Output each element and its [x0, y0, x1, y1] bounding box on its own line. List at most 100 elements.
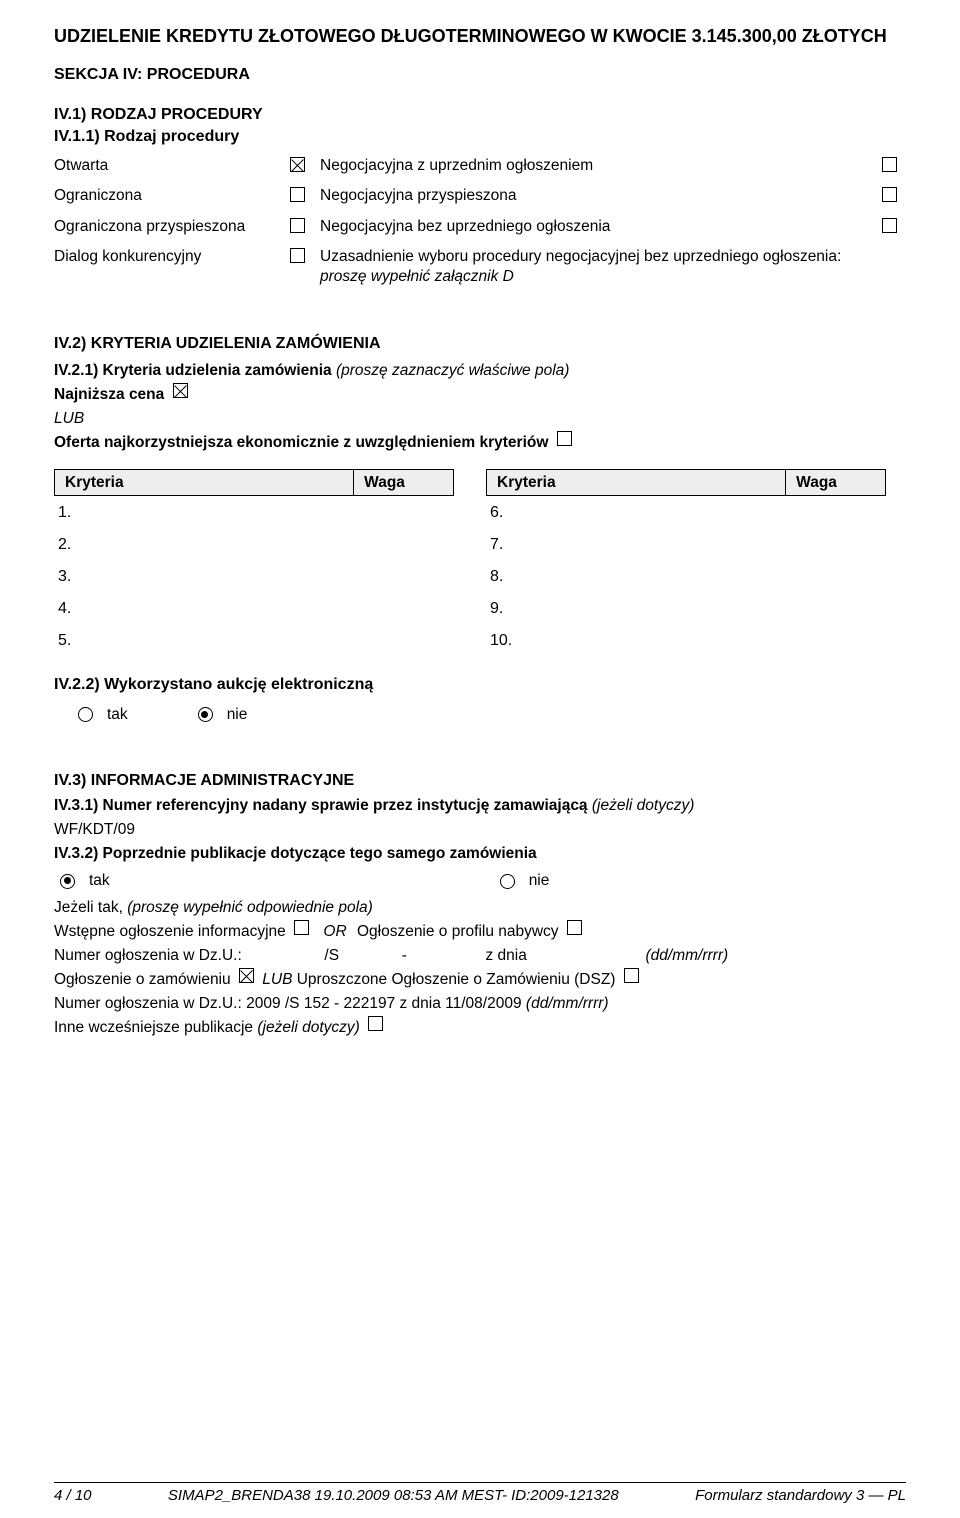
iv32-heading: IV.3.2) Poprzednie publikacje dotyczące … — [54, 842, 906, 866]
buyer-profile-label: Ogłoszenie o profilu nabywcy — [357, 923, 563, 940]
procedure-right-label: Negocjacyjna z uprzednim ogłoszeniem — [320, 156, 876, 176]
procedure-right-label: Negocjacyjna bez uprzedniego ogłoszenia — [320, 217, 876, 237]
section-iv-heading: SEKCJA IV: PROCEDURA — [54, 66, 906, 84]
crit-num: 8. — [488, 562, 884, 592]
lub2-text: LUB — [262, 971, 292, 988]
procedure-left-checkbox[interactable] — [290, 217, 314, 237]
iv32-plain: IV.3.2) Poprzednie publikacje dotyczące … — [54, 845, 537, 862]
procedure-left-label: Ograniczona przyspieszona — [54, 217, 284, 237]
notice-date-fmt: (dd/mm/rrrr) — [646, 947, 729, 964]
iv2-heading: IV.2) KRYTERIA UDZIELENIA ZAMÓWIENIA — [54, 335, 906, 353]
iv2-block: IV.2) KRYTERIA UDZIELENIA ZAMÓWIENIA IV.… — [54, 335, 906, 724]
iv1-heading: IV.1) RODZAJ PROCEDURY — [54, 106, 906, 124]
crit-num: 5. — [56, 626, 452, 656]
procedure-right-checkbox[interactable] — [882, 217, 906, 237]
criteria-numbers-left: 1. 2. 3. 4. 5. — [54, 496, 454, 658]
criteria-header: Kryteria — [55, 470, 354, 496]
justification-italic: proszę wypełnić załącznik D — [320, 268, 514, 285]
offer-line-row: Oferta najkorzystniejsza ekonomicznie z … — [54, 431, 906, 455]
other-pubs-checkbox[interactable] — [368, 1016, 383, 1031]
if-yes-plain: Jeżeli tak, — [54, 899, 127, 916]
procedure-left-label: Dialog konkurencyjny — [54, 247, 284, 267]
dsz-label: Uproszczone Ogłoszenie o Zamówieniu (DSZ… — [297, 971, 620, 988]
notice-number-blank-line: Numer ogłoszenia w Dz.U.: /S - z dnia (d… — [54, 944, 906, 968]
notice-full-line: Numer ogłoszenia w Dz.U.: 2009 /S 152 - … — [54, 992, 906, 1016]
procedure-right-checkbox[interactable] — [882, 186, 906, 206]
contract-notice-label: Ogłoszenie o zamówieniu — [54, 971, 235, 988]
offer-checkbox[interactable] — [557, 431, 572, 446]
prior-info-checkbox[interactable] — [294, 920, 309, 935]
criteria-table: Kryteria Waga — [486, 469, 886, 496]
crit-num: 4. — [56, 594, 452, 624]
iv31-ital: (jeżeli dotyczy) — [592, 797, 695, 814]
justification-prefix: Uzasadnienie wyboru procedury negocjacyj… — [320, 248, 841, 265]
iv32-radio-yes[interactable]: tak — [60, 872, 110, 890]
crit-num: 1. — [56, 498, 452, 528]
iv22-radio-no[interactable]: nie — [198, 706, 248, 724]
procedure-left-checkbox[interactable] — [290, 186, 314, 206]
lowest-price-row: Najniższa cena — [54, 383, 906, 407]
procedure-grid: Otwarta Negocjacyjna z uprzednim ogłosze… — [54, 156, 906, 287]
iv3-heading: IV.3) INFORMACJE ADMINISTRACYJNE — [54, 772, 906, 790]
crit-num: 6. — [488, 498, 884, 528]
crit-num: 9. — [488, 594, 884, 624]
notice-zdnia: z dnia — [486, 947, 527, 964]
page: UDZIELENIE KREDYTU ZŁOTOWEGO DŁUGOTERMIN… — [0, 0, 960, 1518]
crit-num: 2. — [56, 530, 452, 560]
footer-left: 4 / 10 — [54, 1487, 92, 1504]
radio-no-label: nie — [529, 872, 550, 889]
criteria-table-right: Kryteria Waga 6. 7. 8. 9. 10. — [486, 469, 886, 658]
or-text: OR — [323, 923, 346, 940]
procedure-left-checkbox[interactable] — [290, 156, 314, 176]
reference-number: WF/KDT/09 — [54, 818, 906, 842]
iv21-heading: IV.2.1) Kryteria udzielenia zamówienia (… — [54, 359, 906, 383]
criteria-tables: Kryteria Waga 1. 2. 3. 4. 5. Kryteria Wa… — [54, 469, 906, 658]
procedure-left-label: Ograniczona — [54, 186, 284, 206]
criteria-header: Kryteria — [487, 470, 786, 496]
other-pubs-line: Inne wcześniejsze publikacje (jeżeli dot… — [54, 1016, 906, 1040]
iv22-radio-yes[interactable]: tak — [78, 706, 128, 724]
iv31-plain: IV.3.1) Numer referencyjny nadany sprawi… — [54, 797, 592, 814]
iv31-heading: IV.3.1) Numer referencyjny nadany sprawi… — [54, 794, 906, 818]
criteria-numbers-right: 6. 7. 8. 9. 10. — [486, 496, 886, 658]
prior-info-label: Wstępne ogłoszenie informacyjne — [54, 923, 290, 940]
lowest-price-label: Najniższa cena — [54, 386, 164, 403]
radio-yes-label: tak — [89, 872, 110, 889]
contract-notice-checkbox[interactable] — [239, 968, 254, 983]
if-yes-line: Jeżeli tak, (proszę wypełnić odpowiednie… — [54, 896, 906, 920]
lowest-price-checkbox[interactable] — [173, 383, 188, 398]
criteria-table-left: Kryteria Waga 1. 2. 3. 4. 5. — [54, 469, 454, 658]
iv32-radio-no[interactable]: nie — [500, 872, 550, 890]
notice-full-text: Numer ogłoszenia w Dz.U.: 2009 /S 152 - … — [54, 995, 526, 1012]
iv32-radio-row: tak nie — [54, 872, 906, 890]
waga-header: Waga — [354, 470, 454, 496]
notice-full-ital: (dd/mm/rrrr) — [526, 995, 609, 1012]
iv21-plain: IV.2.1) Kryteria udzielenia zamówienia — [54, 362, 336, 379]
procedure-right-checkbox[interactable] — [882, 156, 906, 176]
iv3-block: IV.3) INFORMACJE ADMINISTRACYJNE IV.3.1)… — [54, 772, 906, 1040]
iv22-radio-row: tak nie — [54, 706, 906, 724]
radio-no-label: nie — [227, 706, 248, 723]
iv11-heading: IV.1.1) Rodzaj procedury — [54, 128, 906, 146]
procedure-right-label: Negocjacyjna przyspieszona — [320, 186, 876, 206]
notice-prefix: Numer ogłoszenia w Dz.U.: — [54, 947, 242, 964]
footer-right: Formularz standardowy 3 — PL — [695, 1487, 906, 1504]
offer-line-label: Oferta najkorzystniejsza ekonomicznie z … — [54, 434, 548, 451]
footer-center: SIMAP2_BRENDA38 19.10.2009 08:53 AM MEST… — [168, 1487, 619, 1504]
iv21-ital: (proszę zaznaczyć właściwe pola) — [336, 362, 569, 379]
waga-header: Waga — [786, 470, 886, 496]
procedure-left-checkbox[interactable] — [290, 247, 314, 267]
page-footer: 4 / 10 SIMAP2_BRENDA38 19.10.2009 08:53 … — [54, 1482, 906, 1504]
iv22-heading: IV.2.2) Wykorzystano aukcję elektroniczn… — [54, 676, 906, 694]
notice-s: /S — [324, 947, 339, 964]
notice-dash: - — [402, 947, 407, 964]
page-title: UDZIELENIE KREDYTU ZŁOTOWEGO DŁUGOTERMIN… — [54, 24, 906, 48]
other-pubs-ital: (jeżeli dotyczy) — [257, 1019, 360, 1036]
crit-num: 7. — [488, 530, 884, 560]
radio-yes-label: tak — [107, 706, 128, 723]
procedure-justification: Uzasadnienie wyboru procedury negocjacyj… — [320, 247, 876, 287]
buyer-profile-checkbox[interactable] — [567, 920, 582, 935]
prior-info-line: Wstępne ogłoszenie informacyjne OR Ogłos… — [54, 920, 906, 944]
crit-num: 10. — [488, 626, 884, 656]
dsz-checkbox[interactable] — [624, 968, 639, 983]
